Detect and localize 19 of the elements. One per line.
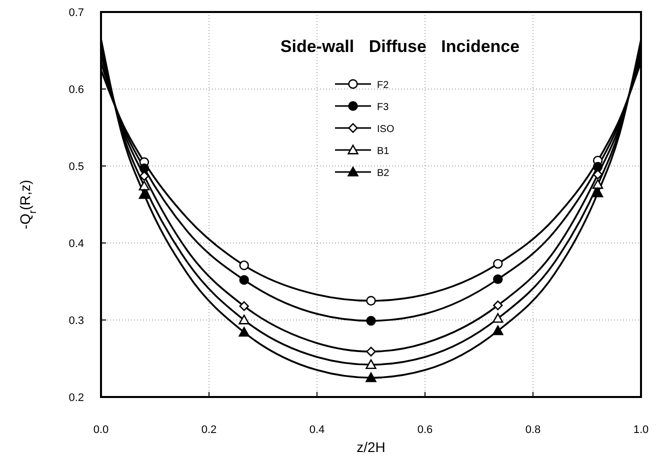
legend-label: F3 [377, 102, 390, 113]
x-tick-label: 0.2 [201, 424, 217, 436]
y-tick-label: 0.5 [68, 161, 84, 173]
y-tick-label: 0.4 [68, 238, 84, 250]
y-tick-label: 0.6 [68, 84, 84, 96]
x-tick-label: 1.0 [633, 424, 649, 436]
legend-label: B2 [377, 168, 390, 179]
legend-label: B1 [377, 146, 390, 157]
x-axis-title: z/2H [356, 439, 386, 455]
x-tick-label: 0.8 [525, 424, 541, 436]
y-tick-label: 0.3 [68, 315, 84, 327]
x-tick-label: 0.0 [93, 424, 109, 436]
y-tick-label: 0.7 [68, 7, 84, 19]
x-tick-label: 0.6 [417, 424, 433, 436]
y-tick-label: 0.2 [68, 392, 84, 404]
legend-label: F2 [377, 80, 390, 91]
x-tick-label: 0.4 [309, 424, 325, 436]
text: Side-wall Diffuse Incidence [280, 37, 520, 56]
legend-label: ISO [377, 124, 394, 135]
